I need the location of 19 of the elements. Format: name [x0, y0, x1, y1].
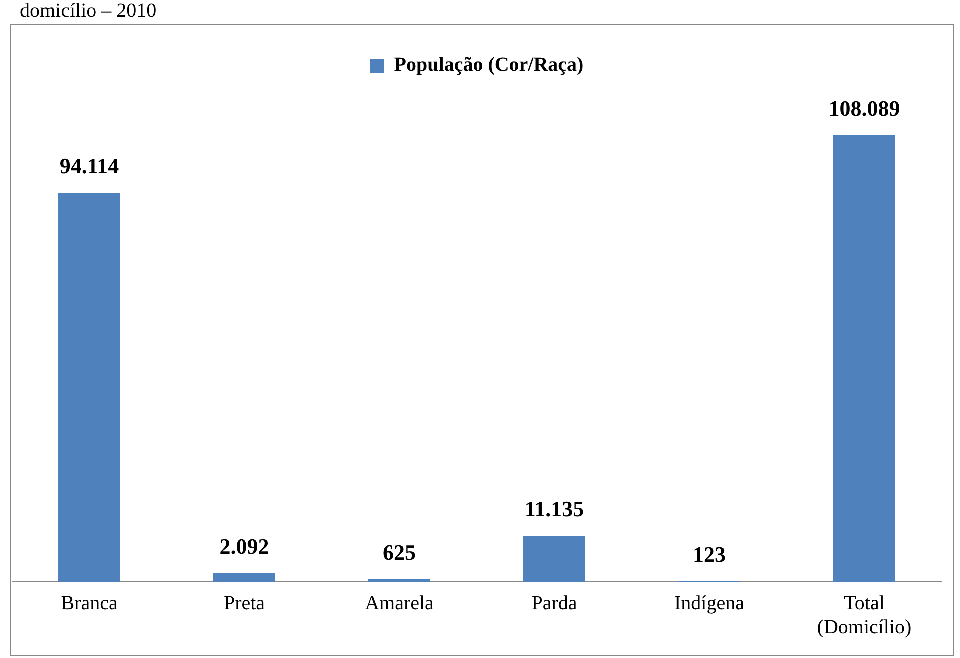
data-label: 11.135 — [524, 496, 584, 522]
data-label: 625 — [383, 540, 416, 566]
bar — [368, 579, 430, 582]
data-label: 2.092 — [220, 534, 270, 560]
x-tick-label: Parda — [532, 592, 578, 614]
bar — [524, 536, 586, 582]
bar — [834, 135, 896, 582]
legend-label: População (Cor/Raça) — [394, 54, 584, 76]
chart-title: domicílio – 2010 — [20, 0, 157, 22]
bar — [214, 573, 276, 582]
x-tick-label: Indígena — [674, 592, 745, 614]
x-tick-label: Branca — [61, 592, 118, 614]
x-tick-label: Total (Domicílio) — [817, 592, 912, 638]
x-tick-label: Amarela — [365, 592, 434, 614]
data-label: 108.089 — [828, 96, 900, 121]
data-label: 94.114 — [60, 154, 120, 179]
bar — [58, 192, 120, 582]
data-label: 123 — [693, 542, 726, 568]
x-tick-label: Preta — [224, 592, 266, 614]
